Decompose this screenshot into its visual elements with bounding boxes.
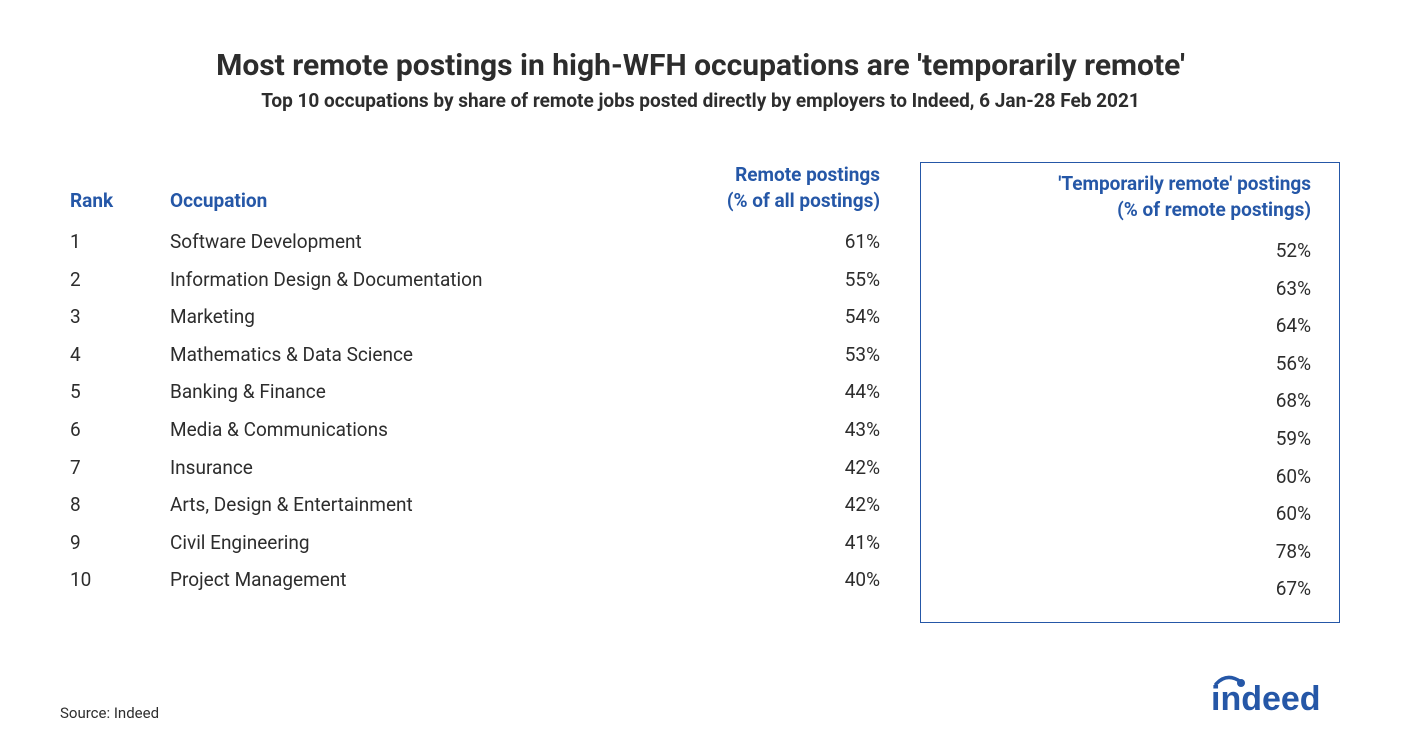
- cell-occupation: Mathematics & Data Science: [170, 336, 600, 374]
- table-row: 10Project Management40%: [70, 561, 880, 599]
- table-row: 63%: [949, 270, 1311, 308]
- header-temp-line2: (% of remote postings): [1117, 198, 1311, 221]
- cell-remote-pct: 54%: [600, 298, 880, 336]
- table-row: 5Banking & Finance44%: [70, 373, 880, 411]
- cell-occupation: Project Management: [170, 561, 600, 599]
- temporarily-remote-highlight-box: 'Temporarily remote' postings (% of remo…: [920, 162, 1340, 623]
- cell-occupation: Information Design & Documentation: [170, 261, 600, 299]
- table-row: 2Information Design & Documentation55%: [70, 261, 880, 299]
- table-row: 9Civil Engineering41%: [70, 524, 880, 562]
- cell-temp-remote-pct: 67%: [949, 570, 1311, 608]
- cell-occupation: Marketing: [170, 298, 600, 336]
- cell-rank: 5: [70, 373, 170, 411]
- cell-occupation: Banking & Finance: [170, 373, 600, 411]
- cell-remote-pct: 41%: [600, 524, 880, 562]
- table-row: 67%: [949, 570, 1311, 608]
- cell-temp-remote-pct: 60%: [949, 458, 1311, 496]
- table-row: 1Software Development61%: [70, 223, 880, 261]
- cell-remote-pct: 55%: [600, 261, 880, 299]
- table-row: 7Insurance42%: [70, 449, 880, 487]
- cell-occupation: Media & Communications: [170, 411, 600, 449]
- table-row: 8Arts, Design & Entertainment42%: [70, 486, 880, 524]
- cell-rank: 8: [70, 486, 170, 524]
- table-row: 56%: [949, 345, 1311, 383]
- cell-rank: 3: [70, 298, 170, 336]
- data-table-container: Rank Occupation Remote postings (% of al…: [70, 162, 1341, 623]
- cell-rank: 6: [70, 411, 170, 449]
- indeed-logo-icon: indeed: [1211, 674, 1341, 718]
- footer: Source: Indeed indeed: [60, 674, 1341, 722]
- cell-temp-remote-pct: 64%: [949, 307, 1311, 345]
- header-temp-line1: 'Temporarily remote' postings: [1058, 172, 1311, 195]
- table-row: 6Media & Communications43%: [70, 411, 880, 449]
- chart-title: Most remote postings in high-WFH occupat…: [60, 48, 1341, 83]
- cell-remote-pct: 43%: [600, 411, 880, 449]
- header-remote-line2: (% of all postings): [727, 189, 880, 212]
- cell-remote-pct: 44%: [600, 373, 880, 411]
- header-remote-line1: Remote postings: [735, 163, 880, 186]
- header-remote: Remote postings (% of all postings): [600, 162, 880, 223]
- cell-rank: 9: [70, 524, 170, 562]
- header-temp-remote: 'Temporarily remote' postings (% of remo…: [949, 171, 1311, 232]
- table-row: 60%: [949, 495, 1311, 533]
- header-row: Rank Occupation Remote postings (% of al…: [70, 162, 880, 223]
- header-row-right: 'Temporarily remote' postings (% of remo…: [949, 171, 1311, 232]
- cell-occupation: Insurance: [170, 449, 600, 487]
- cell-remote-pct: 61%: [600, 223, 880, 261]
- cell-temp-remote-pct: 52%: [949, 232, 1311, 270]
- table-row: 78%: [949, 533, 1311, 571]
- cell-rank: 1: [70, 223, 170, 261]
- cell-remote-pct: 53%: [600, 336, 880, 374]
- table-row: 60%: [949, 458, 1311, 496]
- cell-temp-remote-pct: 59%: [949, 420, 1311, 458]
- cell-remote-pct: 42%: [600, 486, 880, 524]
- cell-rank: 4: [70, 336, 170, 374]
- source-attribution: Source: Indeed: [60, 704, 159, 722]
- header-occupation: Occupation: [170, 162, 600, 223]
- table-left-block: Rank Occupation Remote postings (% of al…: [70, 162, 920, 623]
- cell-occupation: Arts, Design & Entertainment: [170, 486, 600, 524]
- header-rank: Rank: [70, 162, 170, 223]
- table-row: 59%: [949, 420, 1311, 458]
- chart-subtitle: Top 10 occupations by share of remote jo…: [60, 89, 1341, 112]
- table-row: 68%: [949, 382, 1311, 420]
- cell-temp-remote-pct: 78%: [949, 533, 1311, 571]
- table-row: 3Marketing54%: [70, 298, 880, 336]
- cell-temp-remote-pct: 68%: [949, 382, 1311, 420]
- cell-occupation: Civil Engineering: [170, 524, 600, 562]
- occupations-table: Rank Occupation Remote postings (% of al…: [70, 162, 880, 599]
- cell-temp-remote-pct: 60%: [949, 495, 1311, 533]
- indeed-logo: indeed: [1211, 674, 1341, 722]
- svg-text:indeed: indeed: [1211, 680, 1321, 718]
- cell-remote-pct: 40%: [600, 561, 880, 599]
- table-row: 64%: [949, 307, 1311, 345]
- cell-temp-remote-pct: 63%: [949, 270, 1311, 308]
- cell-occupation: Software Development: [170, 223, 600, 261]
- table-row: 4Mathematics & Data Science53%: [70, 336, 880, 374]
- cell-remote-pct: 42%: [600, 449, 880, 487]
- temp-remote-table: 'Temporarily remote' postings (% of remo…: [949, 171, 1311, 608]
- cell-temp-remote-pct: 56%: [949, 345, 1311, 383]
- table-row: 52%: [949, 232, 1311, 270]
- cell-rank: 10: [70, 561, 170, 599]
- cell-rank: 2: [70, 261, 170, 299]
- cell-rank: 7: [70, 449, 170, 487]
